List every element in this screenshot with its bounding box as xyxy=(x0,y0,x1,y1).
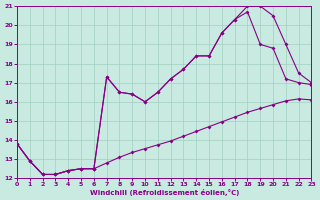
X-axis label: Windchill (Refroidissement éolien,°C): Windchill (Refroidissement éolien,°C) xyxy=(90,189,239,196)
